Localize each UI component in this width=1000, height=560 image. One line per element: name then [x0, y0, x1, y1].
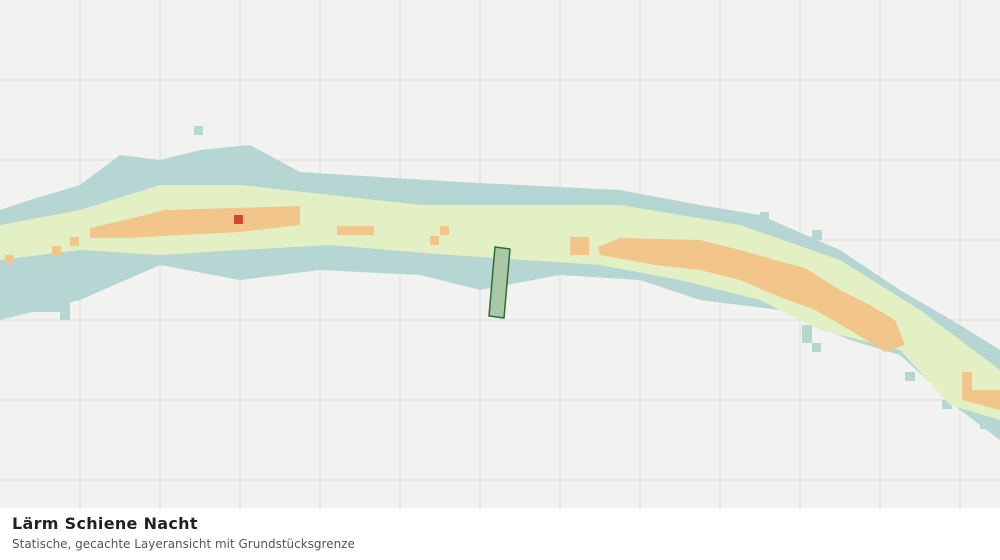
parcel-boundary	[488, 246, 511, 319]
map	[0, 0, 1000, 508]
noise-zone-fragments	[0, 126, 989, 429]
caption: Lärm Schiene Nacht Statische, gecachte L…	[0, 508, 1000, 560]
noise-zone-critical	[234, 215, 243, 224]
noise-zone-medium	[0, 185, 1000, 420]
map-subtitle: Statische, gecachte Layeransicht mit Gru…	[12, 537, 355, 551]
map-title: Lärm Schiene Nacht	[12, 514, 198, 533]
noise-zone-high	[5, 206, 1000, 410]
